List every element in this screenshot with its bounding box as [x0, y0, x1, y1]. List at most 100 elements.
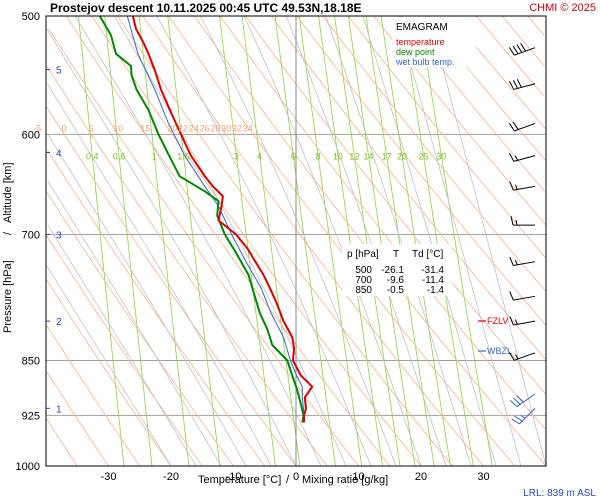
- sounding-profiles: [98, 15, 314, 423]
- temperature-tick-label: -10: [226, 471, 242, 483]
- dry-adiabat: [47, 150, 266, 467]
- dry-adiabat: [347, 15, 546, 258]
- legend: EMAGRAM temperature dew point wet bulb t…: [392, 17, 476, 67]
- dry-adiabat: [476, 15, 544, 96]
- dry-adiabat-label: 30: [221, 123, 231, 133]
- mixing-ratio-label: 20: [397, 152, 407, 162]
- mixing-ratio-line: [298, 15, 363, 467]
- wind-barb: [509, 78, 536, 90]
- moist-adiabat: [429, 15, 547, 467]
- dry-adiabat-label: 28: [210, 123, 220, 133]
- temperature-profile: [131, 15, 314, 423]
- temperature-tick-label: 20: [415, 471, 427, 483]
- dry-adiabat: [45, 106, 297, 467]
- dry-adiabat-label: -5: [33, 123, 41, 133]
- moist-adiabat: [285, 15, 447, 467]
- moist-adiabat: [362, 15, 497, 467]
- mixing-ratio-line: [167, 15, 221, 467]
- dry-adiabat-label: 0: [62, 123, 67, 133]
- dry-adiabat: [65, 15, 391, 467]
- mixing-ratio-line: [401, 15, 474, 467]
- mixing-ratio-label: 6: [291, 152, 296, 162]
- temperature-tick-label: 30: [477, 471, 489, 483]
- y-axis-label: Pressure [hPa]: [2, 260, 14, 333]
- pressure-tick-labels: 500 600 700 850 925 1000: [16, 11, 40, 473]
- legend-wet-bulb: wet bulb temp.: [395, 57, 455, 67]
- table-cell-p-700: 700: [355, 275, 372, 286]
- moist-adiabat: [46, 265, 172, 467]
- wind-barb: [509, 256, 536, 266]
- moist-adiabat: [396, 15, 522, 467]
- dry-adiabat: [46, 418, 78, 467]
- y-axis-separator: /: [2, 231, 14, 235]
- mixing-ratio-lines: [78, 15, 493, 467]
- mixing-ratio-label: 3: [234, 152, 239, 162]
- dry-adiabat: [45, 278, 172, 467]
- wbzl-marker: WBZL: [478, 346, 512, 356]
- pressure-tick-label: 600: [22, 129, 40, 141]
- pressure-tick-label: 500: [22, 11, 40, 23]
- legend-temperature: temperature: [396, 37, 445, 47]
- wind-barb: [509, 181, 536, 191]
- table-cell-t-500: -26.1: [381, 265, 404, 276]
- table-header-p: p [hPa]: [347, 249, 379, 260]
- moist-adiabat: [47, 83, 272, 467]
- temperature-tick-label: -20: [163, 471, 179, 483]
- dry-adiabat-label: 32: [232, 123, 242, 133]
- mixing-ratio-line: [104, 15, 153, 467]
- legend-dew-point: dew point: [396, 47, 435, 57]
- dry-adiabat: [48, 28, 359, 467]
- temperature-tick-label: 0: [293, 471, 299, 483]
- dry-adiabat-label: 15: [140, 123, 150, 133]
- dry-adiabat-label: 26: [200, 123, 210, 133]
- altitude-tick-label: 3: [56, 230, 62, 241]
- wind-barb: [508, 121, 536, 132]
- temperature-tick-labels: -30 -20 -10 0 10 20 30: [101, 471, 490, 483]
- y-axis-secondary-label: Altitude [km]: [2, 162, 14, 223]
- mixing-ratio-labels: 0.4 0.6 1 1.5 3 4 6 8 10 12 14 17 20 25 30: [86, 152, 446, 162]
- fzlv-marker: FZLV: [478, 316, 508, 326]
- mixing-ratio-label: 14: [363, 152, 373, 162]
- mixing-ratio-label: 0.4: [86, 152, 99, 162]
- table-cell-td-500: -31.4: [421, 265, 444, 276]
- x-axis-title: Temperature [°C] / Mixing ratio [g/kg]: [198, 474, 388, 486]
- dry-adiabat: [219, 15, 546, 430]
- x-axis-label: Temperature [°C]: [198, 474, 281, 486]
- table-cell-p-500: 500: [355, 265, 372, 276]
- moist-adiabat: [325, 15, 472, 467]
- moist-adiabat: [47, 224, 197, 467]
- wind-barb: [509, 393, 536, 408]
- mixing-ratio-line: [241, 15, 301, 467]
- dry-adiabat: [46, 371, 109, 467]
- wet-bulb-profile: [126, 15, 305, 423]
- x-axis-separator: /: [286, 474, 290, 486]
- table-cell-td-700: -11.4: [422, 275, 444, 286]
- wind-barb: [511, 407, 536, 425]
- dry-adiabat: [501, 15, 545, 67]
- altitude-tick-label: 2: [56, 317, 62, 328]
- mixing-ratio-label: 25: [418, 152, 428, 162]
- lrl-label: LRL: 839 m ASL: [523, 488, 596, 499]
- dry-adiabat: [168, 15, 516, 467]
- temperature-tick-label: -30: [101, 471, 117, 483]
- wind-barb: [510, 215, 535, 226]
- moist-adiabat: [114, 15, 347, 467]
- dry-adiabat: [45, 234, 203, 467]
- moist-adiabat: [200, 15, 397, 467]
- mixing-ratio-line: [318, 15, 383, 467]
- mixing-ratio-label: 0.6: [113, 152, 126, 162]
- table-header-td: Td [°C]: [412, 249, 443, 260]
- pressure-tick-label: 925: [22, 410, 40, 422]
- legend-title: EMAGRAM: [396, 22, 448, 33]
- mixing-ratio-label: 10: [333, 152, 343, 162]
- table-cell-td-850: -1.4: [427, 285, 445, 296]
- moist-adiabat: [46, 28, 297, 467]
- wind-barbs: [508, 43, 536, 425]
- moist-adiabat: [47, 134, 247, 467]
- dry-adiabat: [117, 15, 453, 467]
- mixing-ratio-line: [419, 15, 493, 467]
- temperature-tick-label: 10: [352, 471, 364, 483]
- mixing-ratio-label: 8: [316, 152, 321, 162]
- mixing-ratio-label: 12: [349, 152, 359, 162]
